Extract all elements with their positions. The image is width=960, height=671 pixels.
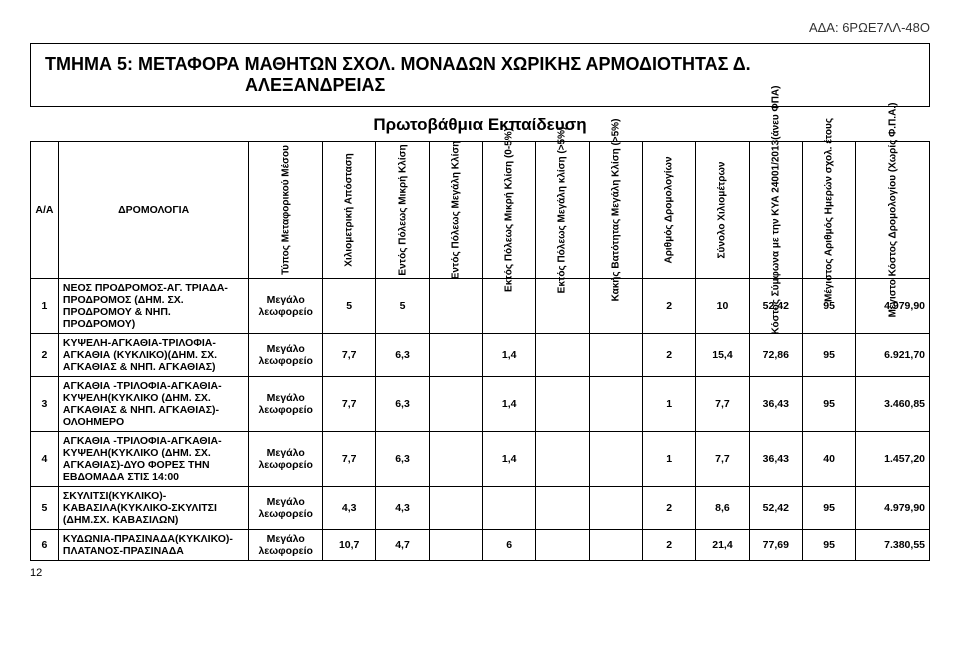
table-row: 3ΑΓΚΑΘΙΑ -ΤΡΙΛΟΦΙΑ-ΑΓΚΑΘΙΑ-ΚΥΨΕΛΗ(ΚΥΚΛΙΚ…: [31, 377, 930, 432]
col-h8: Αριθμός Δρομολογίων: [642, 142, 695, 279]
title-line2: ΑΛΕΞΑΝΔΡΕΙΑΣ: [245, 75, 915, 96]
col-aa: Α/Α: [31, 142, 59, 279]
col-h11: Μέγιστος Αριθμός Ημερών σχολ. έτους: [802, 142, 855, 279]
title-line1: ΤΜΗΜΑ 5: ΜΕΤΑΦΟΡΑ ΜΑΘΗΤΩΝ ΣΧΟΛ. ΜΟΝΑΔΩΝ …: [45, 54, 915, 75]
table-row: 5ΣΚΥΛΙΤΣΙ(ΚΥΚΛΙΚΟ)-ΚΑΒΑΣΙΛΑ(ΚΥΚΛΙΚΟ-ΣΚΥΛ…: [31, 487, 930, 530]
col-h4: Εντός Πόλεως Μεγάλη Κλίση: [429, 142, 482, 279]
table-row: 6ΚΥΔΩΝΙΑ-ΠΡΑΣΙΝΑΔΑ(ΚΥΚΛΙΚΟ)-ΠΛΑΤΑΝΟΣ-ΠΡΑ…: [31, 530, 930, 561]
col-h3: Εντός Πόλεως Μικρή Κλίση: [376, 142, 429, 279]
page-number: 12: [30, 567, 930, 579]
col-h12: Μέγιστο Κόστος Δρομολογίου (Χωρίς Φ.Π.Α.…: [856, 142, 930, 279]
table-row: 4ΑΓΚΑΘΙΑ -ΤΡΙΛΟΦΙΑ-ΑΓΚΑΘΙΑ-ΚΥΨΕΛΗ(ΚΥΚΛΙΚ…: [31, 432, 930, 487]
routes-table: Α/Α ΔΡΟΜΟΛΟΓΙΑ Τύπος Μεταφορικού Μέσου Χ…: [30, 141, 930, 561]
col-h7: Κακής Βατότητας Μεγάλη Κλίση (>5%): [589, 142, 642, 279]
col-h10: Κόστος Σύμφωνα με την ΚΥΑ 24001/2013(άνε…: [749, 142, 802, 279]
title-box: ΤΜΗΜΑ 5: ΜΕΤΑΦΟΡΑ ΜΑΘΗΤΩΝ ΣΧΟΛ. ΜΟΝΑΔΩΝ …: [30, 43, 930, 107]
subtitle: Πρωτοβάθμια Εκπαίδευση: [30, 115, 930, 135]
col-h6: Εκτός Πόλεως Μεγάλη κλίση (>5%): [536, 142, 589, 279]
col-h2: Χιλιομετρική Απόσταση: [323, 142, 376, 279]
col-h5: Εκτός Πόλεως Μικρή Κλίση (0-5%): [483, 142, 536, 279]
header-row: Α/Α ΔΡΟΜΟΛΟΓΙΑ Τύπος Μεταφορικού Μέσου Χ…: [31, 142, 930, 279]
table-row: 1ΝΕΟΣ ΠΡΟΔΡΟΜΟΣ-ΑΓ. ΤΡΙΑΔΑ-ΠΡΟΔΡΟΜΟΣ (ΔΗ…: [31, 279, 930, 334]
table-row: 2ΚΥΨΕΛΗ-ΑΓΚΑΘΙΑ-ΤΡΙΛΟΦΙΑ-ΑΓΚΑΘΙΑ (ΚΥΚΛΙΚ…: [31, 334, 930, 377]
col-rom: ΔΡΟΜΟΛΟΓΙΑ: [58, 142, 248, 279]
col-h9: Σύνολο Χιλιομέτρων: [696, 142, 749, 279]
col-vehicle: Τύπος Μεταφορικού Μέσου: [249, 142, 323, 279]
ada-code: ΑΔΑ: 6ΡΩΕ7ΛΛ-48Ο: [30, 20, 930, 35]
